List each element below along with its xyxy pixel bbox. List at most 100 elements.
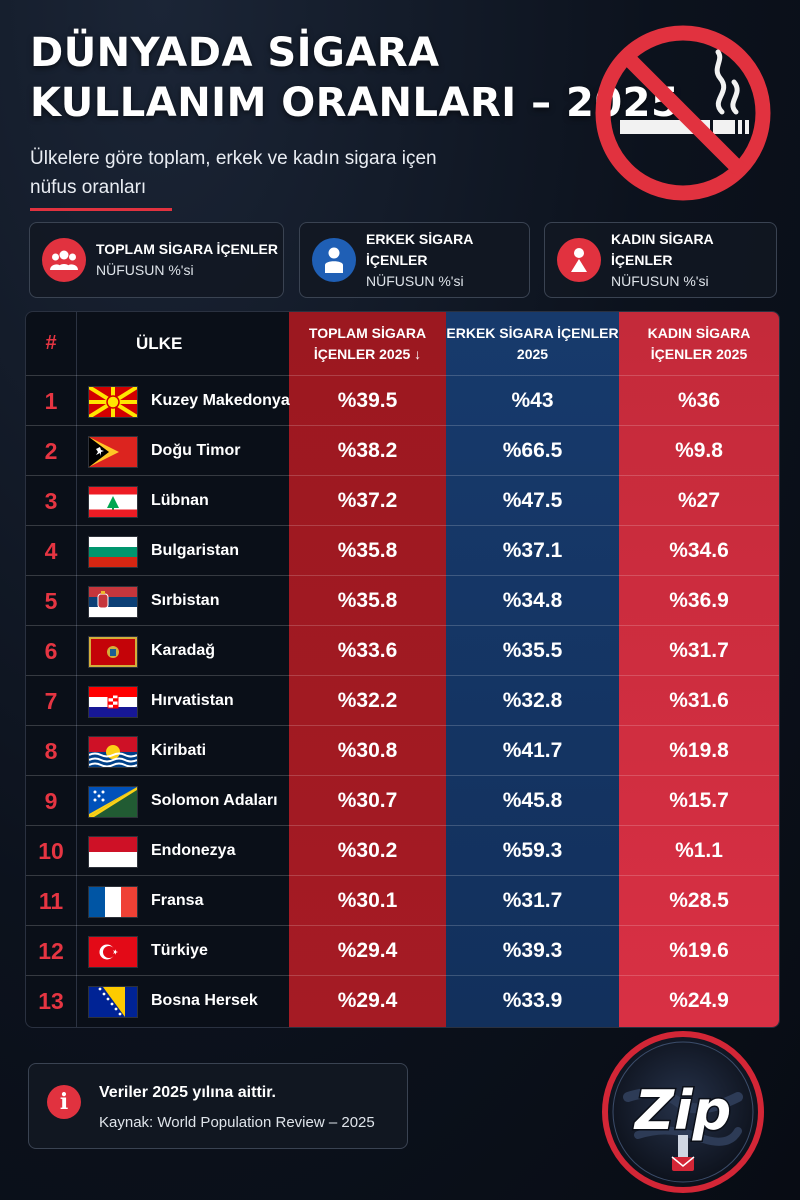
title-line-2: KULLANIM ORANLARI – 2025 <box>30 80 680 126</box>
france-flag <box>89 887 137 917</box>
row-female-value: %9.8 <box>675 439 723 462</box>
male-column-background <box>446 312 619 1027</box>
row-country-name: Türkiye <box>151 942 208 959</box>
note-title: Veriler 2025 yılına aittir. <box>99 1084 276 1101</box>
row-female-value: %31.6 <box>669 689 729 712</box>
lebanon-flag <box>89 487 137 517</box>
row-female-value: %34.6 <box>669 539 729 562</box>
row-total-value: %30.2 <box>337 839 398 862</box>
row-male-value: %47.5 <box>502 489 563 512</box>
row-country-name: Endonezya <box>151 842 236 859</box>
row-country-name: Bosna Hersek <box>151 992 258 1009</box>
row-country-name: Hırvatistan <box>151 692 234 709</box>
row-male-value: %66.5 <box>502 439 563 462</box>
info-icon: i <box>47 1085 81 1119</box>
subtitle-underline <box>30 208 172 211</box>
row-male-value: %31.7 <box>502 889 563 912</box>
legend-male: ERKEK SİGARA İÇENLER NÜFUSUN %'si <box>299 222 530 298</box>
row-total-value: %38.2 <box>337 439 398 462</box>
page-subtitle: Ülkelere göre toplam, erkek ve kadın sig… <box>30 148 437 198</box>
row-rank: 11 <box>38 887 64 914</box>
zip-logo-text: Zip <box>633 1079 731 1142</box>
row-rank: 4 <box>44 537 58 564</box>
table-row: 4 Bulgaristan %35.8 %37.1 %34.6 <box>26 525 779 576</box>
indonesia-flag <box>89 837 137 867</box>
row-male-value: %43 <box>511 389 554 412</box>
note-source: Kaynak: World Population Review – 2025 <box>99 1114 375 1131</box>
row-female-value: %31.7 <box>669 639 729 662</box>
woman-icon <box>557 238 601 282</box>
row-total-value: %35.8 <box>337 539 398 562</box>
row-male-value: %59.3 <box>502 839 563 862</box>
row-female-value: %24.9 <box>669 989 729 1012</box>
legend-male-title: ERKEK SİGARA İÇENLER <box>366 230 473 268</box>
page-title: DÜNYADA SİGARA KULLANIM ORANLARI – 2025 <box>30 28 680 128</box>
row-male-value: %37.1 <box>502 539 563 562</box>
north-macedonia-flag <box>89 387 137 417</box>
legend-female-title: KADIN SİGARA İÇENLER <box>611 230 714 268</box>
row-total-value: %39.5 <box>337 389 398 412</box>
row-female-value: %36.9 <box>669 589 729 612</box>
row-country-name: Karadağ <box>151 642 216 659</box>
bulgaria-flag <box>89 537 137 567</box>
row-country-name: Doğu Timor <box>151 442 241 459</box>
row-rank: 8 <box>44 737 58 764</box>
row-male-value: %41.7 <box>502 739 563 762</box>
legend-male-subtitle: NÜFUSUN %'si <box>366 272 464 289</box>
row-rank: 9 <box>44 787 58 814</box>
man-icon <box>312 238 356 282</box>
row-male-value: %45.8 <box>502 789 563 812</box>
row-female-value: %27 <box>677 489 721 512</box>
bosnia-flag <box>89 987 137 1017</box>
row-female-value: %28.5 <box>669 889 729 912</box>
total-column-background <box>289 312 446 1027</box>
legend-female: KADIN SİGARA İÇENLER NÜFUSUN %'si <box>544 222 777 298</box>
row-female-value: %19.6 <box>669 939 729 962</box>
header-male: ERKEK SİGARA İÇENLER 2025 <box>446 324 619 362</box>
rank-column-divider <box>76 312 77 1027</box>
row-rank: 2 <box>44 437 58 464</box>
table-row: 5 Sırbistan %35.8 %34.8 %36.9 <box>26 575 779 626</box>
croatia-flag <box>89 687 137 717</box>
zip-logo: Zip <box>602 1031 764 1193</box>
row-female-value: %19.8 <box>669 739 729 762</box>
legend-total: TOPLAM SİGARA İÇENLER NÜFUSUN %'si <box>29 222 284 298</box>
row-country-name: Fransa <box>151 892 204 909</box>
header-country: ÜLKE <box>136 334 183 353</box>
row-total-value: %29.4 <box>337 939 398 962</box>
row-total-value: %30.8 <box>337 739 398 762</box>
table-row: 10 Endonezya %30.2 %59.3 %1.1 <box>26 825 779 876</box>
legend-female-subtitle: NÜFUSUN %'si <box>611 272 709 289</box>
row-rank: 7 <box>44 687 58 714</box>
row-rank: 6 <box>44 637 58 664</box>
legend-total-subtitle: NÜFUSUN %'si <box>96 262 194 278</box>
row-female-value: %15.7 <box>669 789 729 812</box>
row-rank: 5 <box>44 587 58 614</box>
row-country-name: Kiribati <box>151 742 207 759</box>
smoking-rates-table: # ÜLKE TOPLAM SİGARA İÇENLER 2025 ↓ ERKE… <box>25 311 780 1028</box>
row-rank: 12 <box>38 937 64 964</box>
row-country-name: Bulgaristan <box>151 542 240 559</box>
row-male-value: %35.5 <box>502 639 563 662</box>
row-rank: 1 <box>44 387 58 414</box>
row-female-value: %1.1 <box>675 839 723 862</box>
row-total-value: %37.2 <box>337 489 398 512</box>
row-male-value: %33.9 <box>502 989 563 1012</box>
row-rank: 3 <box>44 487 58 514</box>
table-row: 2 Doğu Timor %38.2 %66.5 %9.8 <box>26 425 779 476</box>
group-icon <box>42 238 86 282</box>
table-row: 7 Hırvatistan %32.2 %32.8 %31.6 <box>26 675 779 726</box>
legend-total-title: TOPLAM SİGARA İÇENLER <box>96 241 279 257</box>
row-male-value: %34.8 <box>502 589 563 612</box>
row-rank: 10 <box>38 837 64 864</box>
row-total-value: %30.1 <box>337 889 398 912</box>
turkey-flag <box>89 937 137 967</box>
row-rank: 13 <box>38 987 64 1014</box>
table-row: 12 Türkiye %29.4 %39.3 %19.6 <box>26 925 779 976</box>
table-row: 3 Lübnan %37.2 %47.5 %27 <box>26 475 779 526</box>
table-row: 1 Kuzey Makedonya %39.5 %43 %36 <box>26 375 779 426</box>
header-rank: # <box>45 332 57 354</box>
table-row: 9 Solomon Adaları %30.7 %45.8 %15.7 <box>26 775 779 826</box>
no-smoking-icon <box>595 25 771 201</box>
row-country-name: Lübnan <box>151 492 209 509</box>
